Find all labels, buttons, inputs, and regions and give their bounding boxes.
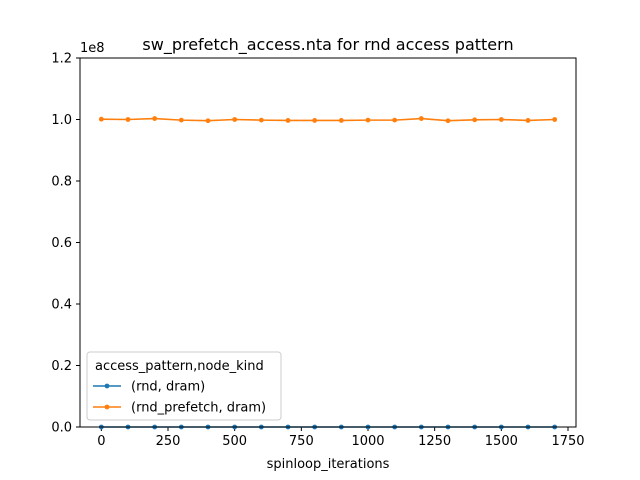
legend-title: access_pattern,node_kind [95, 359, 264, 374]
data-point [498, 117, 504, 122]
x-tick-label: 500 [222, 434, 247, 449]
legend-entry-label: (rnd, dram) [131, 380, 205, 395]
data-point [445, 118, 451, 124]
x-tick-label: 1500 [485, 434, 518, 449]
y-tick-label: 1.2 [51, 52, 72, 67]
legend: access_pattern,node_kind (rnd, dram) (rnd… [86, 351, 282, 421]
data-point [205, 118, 211, 124]
plot-area-frame [79, 57, 577, 428]
legend-entry-label: (rnd_prefetch, dram) [131, 401, 266, 416]
series-line-1 [101, 117, 555, 122]
y-tick-label: 0.4 [51, 298, 72, 313]
y-tick-label: 0.0 [51, 421, 72, 436]
data-point [98, 116, 104, 122]
data-point [365, 117, 371, 123]
data-point [232, 117, 238, 122]
x-axis-ticks: 0 250 500 750 1000 1250 1500 1750 [97, 427, 585, 449]
legend-swatch-marker [104, 383, 110, 389]
data-point [125, 117, 131, 122]
data-point [418, 116, 424, 121]
data-point [525, 118, 531, 123]
y-axis-ticks: 0.0 0.2 0.4 0.6 0.8 1.0 1.2 [51, 52, 80, 436]
x-tick-label: 750 [289, 434, 314, 449]
x-tick-label: 250 [156, 434, 181, 449]
data-point [552, 117, 558, 122]
y-tick-label: 0.2 [51, 359, 72, 374]
y-tick-label: 0.6 [51, 236, 72, 251]
data-point [472, 117, 478, 123]
data-point [392, 117, 398, 123]
x-tick-label: 1250 [418, 434, 451, 449]
chart-title: sw_prefetch_access.nta for rnd access pa… [142, 35, 513, 55]
y-tick-label: 0.8 [51, 175, 72, 190]
data-point [312, 118, 318, 123]
data-point [152, 116, 158, 121]
legend-box [86, 351, 282, 421]
data-point [338, 118, 344, 123]
x-tick-label: 1750 [551, 434, 584, 449]
x-axis-label: spinloop_iterations [267, 457, 390, 472]
data-point [258, 117, 264, 123]
data-point [285, 118, 291, 123]
data-point [178, 117, 184, 123]
y-offset-label: 1e8 [80, 41, 105, 56]
y-tick-label: 1.0 [51, 113, 72, 128]
x-tick-label: 1000 [351, 434, 384, 449]
x-tick-label: 0 [97, 434, 105, 449]
legend-swatch-marker [104, 404, 110, 410]
